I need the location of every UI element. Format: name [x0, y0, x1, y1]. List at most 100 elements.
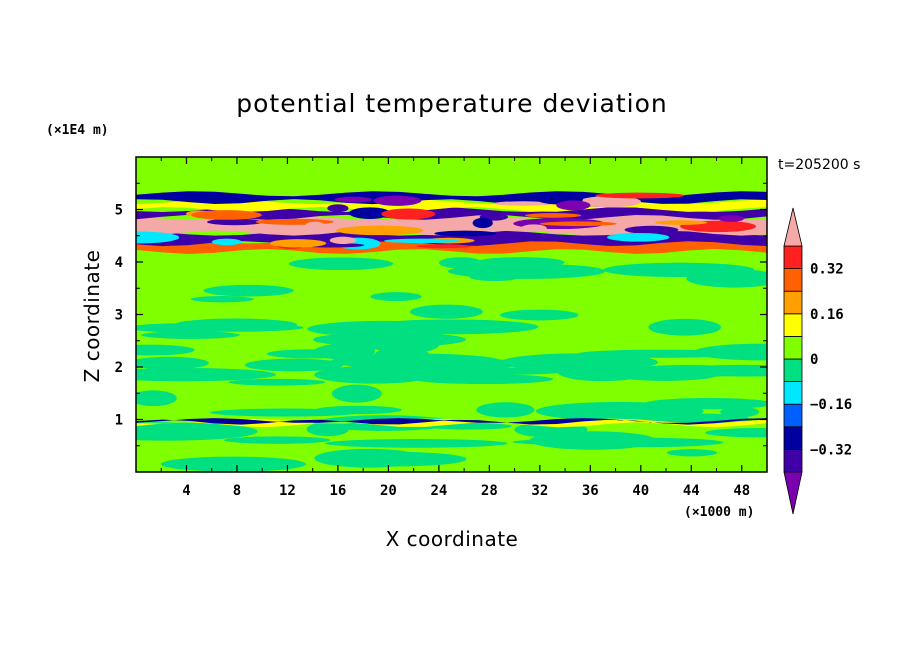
field-blob: [381, 208, 436, 220]
x-tick-label: 16: [329, 483, 346, 499]
colorbar-segment: [783, 245, 803, 270]
colorbar-segment: [783, 426, 803, 450]
x-tick-label: 32: [531, 483, 548, 499]
field-blob: [472, 217, 493, 229]
x-unit-label: (×1000 m): [684, 505, 754, 520]
y-unit-label: (×1E4 m): [46, 123, 109, 138]
x-tick-label: 48: [733, 483, 750, 499]
y-axis-label: Z coordinate: [80, 250, 104, 383]
field-blob: [493, 201, 554, 206]
field-blob: [269, 239, 327, 248]
field-blob: [383, 238, 461, 244]
field-streak: [413, 374, 554, 385]
field-streak: [500, 353, 659, 372]
chart-title: potential temperature deviation: [236, 89, 667, 118]
y-tick-label: 2: [115, 360, 123, 376]
colorbar-label: 0.32: [810, 262, 844, 278]
y-tick-label: 1: [115, 413, 123, 429]
field-streak: [314, 448, 424, 468]
field-streak: [141, 331, 240, 339]
colorbar-segment: [783, 381, 803, 405]
colorbar-segment: [783, 358, 803, 383]
field-streak: [307, 320, 459, 338]
field-streak: [244, 358, 344, 372]
field-blob: [718, 215, 744, 222]
colorbar-label: −0.16: [810, 397, 852, 413]
field-blob: [329, 236, 357, 244]
field-blob: [211, 238, 242, 246]
colorbar-segment: [783, 448, 803, 473]
field-streak: [410, 304, 483, 319]
x-tick-label: 28: [481, 483, 498, 499]
field-band: [136, 207, 767, 220]
field-streak: [325, 439, 508, 448]
field-blob: [524, 213, 582, 218]
x-axis-label: X coordinate: [386, 527, 519, 551]
y-axis-ticks: 1 2 3 4 5: [115, 182, 767, 447]
field-blob: [539, 221, 617, 227]
field-streak: [306, 422, 350, 437]
field-streak: [476, 402, 535, 418]
colorbar-segment: [783, 290, 803, 315]
field-streak: [686, 269, 767, 288]
x-tick-label: 20: [380, 483, 397, 499]
x-axis-ticks: 4 8 12 16 20 24 28 32 36 40 44 48: [160, 157, 750, 499]
field-streak: [330, 353, 502, 369]
field-streak: [370, 292, 422, 302]
field-blob: [136, 231, 180, 244]
field-streak: [447, 263, 606, 279]
field-blob: [434, 230, 497, 237]
field-blob: [305, 221, 325, 230]
field-blob: [191, 210, 262, 220]
time-label: t=205200 s: [778, 157, 860, 173]
x-tick-label: 44: [683, 483, 700, 499]
bands-layer: [136, 191, 767, 428]
colorbar-segment: [783, 268, 803, 292]
field-streak: [228, 378, 326, 386]
field-blob: [327, 204, 349, 213]
colorbar-extend-low: [783, 471, 803, 515]
field-streak: [136, 367, 277, 382]
field-blob: [335, 225, 424, 236]
field-blob: [349, 207, 391, 219]
field-streak: [190, 296, 254, 303]
colorbar-label: −0.32: [810, 442, 852, 458]
field-streak: [315, 405, 402, 415]
field-blob: [556, 200, 591, 211]
x-tick-label: 36: [582, 483, 599, 499]
field-blob: [520, 224, 547, 232]
x-tick-label: 4: [182, 483, 190, 499]
field-band: [136, 418, 767, 428]
y-tick-label: 4: [115, 255, 123, 271]
field-blob: [334, 196, 373, 203]
colorbar-segment: [783, 335, 803, 360]
y-tick-label: 3: [115, 308, 123, 324]
field-blob: [595, 192, 685, 199]
y-tick-label: 5: [115, 203, 123, 219]
x-tick-label: 12: [279, 483, 296, 499]
field-blob: [607, 232, 670, 242]
colorbar-label: 0.16: [810, 307, 844, 323]
field-streak: [163, 323, 304, 332]
field-streak: [398, 367, 573, 375]
field-streak: [476, 257, 565, 268]
field-band: [136, 418, 767, 425]
field-streak: [224, 436, 331, 444]
field-streak: [648, 318, 722, 336]
field-streak: [666, 449, 718, 457]
field-streak: [331, 384, 382, 403]
field-streak: [439, 257, 483, 269]
field-blob: [654, 220, 708, 225]
x-tick-label: 40: [632, 483, 649, 499]
colorbar-segment: [783, 403, 803, 428]
field-streak: [136, 344, 195, 356]
field-blob: [416, 244, 471, 249]
field-streak: [136, 429, 185, 437]
x-tick-label: 8: [233, 483, 241, 499]
field-streak: [644, 397, 767, 410]
field-streak: [705, 428, 767, 438]
field-blob: [578, 196, 641, 208]
field-blob: [373, 195, 422, 206]
field-streak: [660, 364, 767, 377]
